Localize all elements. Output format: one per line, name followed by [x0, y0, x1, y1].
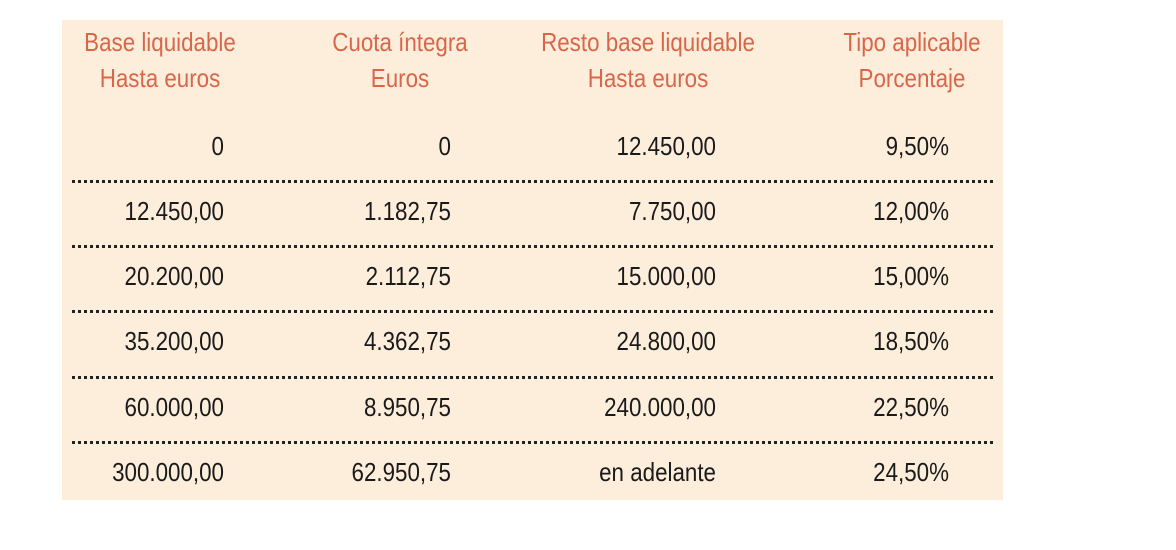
column-header: Hasta euros: [587, 63, 709, 93]
table-cell: 22,50%: [873, 392, 949, 422]
row-divider: [72, 376, 993, 379]
table-cell: 18,50%: [873, 326, 949, 356]
table-cell: 15.000,00: [616, 261, 716, 291]
tax-table: [62, 20, 1003, 500]
table-cell: 62.950,75: [351, 457, 451, 487]
row-divider: [72, 441, 993, 444]
column-header: Resto base liquidable: [541, 27, 755, 57]
table-cell: 12.450,00: [124, 196, 224, 226]
table-cell: 24,50%: [873, 457, 949, 487]
table-cell: 1.182,75: [363, 196, 451, 226]
column-header: Euros: [370, 63, 430, 93]
table-cell: 35.200,00: [124, 326, 224, 356]
table-cell: 300.000,00: [112, 457, 224, 487]
table-cell: 12,00%: [873, 196, 949, 226]
table-cell: 0: [438, 131, 451, 161]
table-cell: 12.450,00: [616, 131, 716, 161]
table-cell: 60.000,00: [124, 392, 224, 422]
table-cell: 15,00%: [873, 261, 949, 291]
row-divider: [72, 245, 993, 248]
table-cell: 240.000,00: [604, 392, 716, 422]
table-cell: 20.200,00: [124, 261, 224, 291]
column-header: Tipo aplicable: [843, 27, 981, 57]
row-divider: [72, 180, 993, 183]
column-header: Cuota íntegra: [332, 27, 468, 57]
column-header: Porcentaje: [858, 63, 966, 93]
table-cell: 24.800,00: [616, 326, 716, 356]
table-cell: en adelante: [599, 457, 716, 487]
table-cell: 7.750,00: [628, 196, 716, 226]
row-divider: [72, 310, 993, 313]
column-header: Hasta euros: [99, 63, 221, 93]
column-header: Base liquidable: [84, 27, 236, 57]
table-cell: 4.362,75: [363, 326, 451, 356]
table-cell: 8.950,75: [363, 392, 451, 422]
table-cell: 2.112,75: [365, 261, 451, 291]
table-cell: 0: [211, 131, 224, 161]
table-cell: 9,50%: [885, 131, 949, 161]
